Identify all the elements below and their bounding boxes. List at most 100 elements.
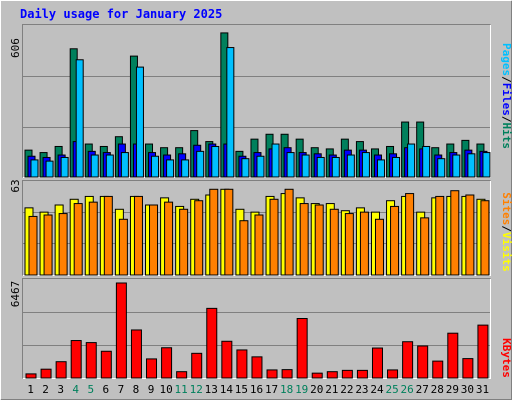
panel-1-frame-dark <box>22 24 491 178</box>
pages-bar-day-7 <box>120 152 129 178</box>
pages-bar-day-3 <box>60 156 69 178</box>
kbytes-bar-day-16 <box>251 356 263 379</box>
sites-bar-day-28 <box>435 195 445 276</box>
sites-bar-day-30 <box>465 194 475 276</box>
kbytes-bar-day-28 <box>432 360 444 379</box>
pages-bar-day-8 <box>135 66 144 178</box>
sites-bar-day-3 <box>58 213 68 276</box>
pages-bar-day-29 <box>452 154 461 178</box>
sites-bar-day-4 <box>73 203 83 276</box>
kbytes-bar-day-6 <box>100 350 112 379</box>
day-label-3: 3 <box>57 383 64 396</box>
legend-sites: Sites <box>500 192 512 225</box>
day-label-29: 29 <box>446 383 459 396</box>
kbytes-bar-day-15 <box>236 349 248 379</box>
sites-bar-day-26 <box>405 193 415 276</box>
kbytes-bar-day-12 <box>191 352 203 379</box>
day-label-30: 30 <box>461 383 474 396</box>
sites-bar-day-5 <box>88 201 98 276</box>
sites-bar-day-19 <box>299 203 309 276</box>
kbytes-bar-day-2 <box>40 368 52 379</box>
pages-bar-day-23 <box>361 152 370 178</box>
kbytes-bar-day-24 <box>371 347 383 379</box>
kbytes-bar-day-17 <box>266 369 278 379</box>
kbytes-bar-day-1 <box>25 373 37 379</box>
legend-sep-2: / <box>500 116 512 123</box>
sites-bar-day-24 <box>374 218 384 276</box>
sites-bar-day-18 <box>284 188 294 276</box>
sites-bar-day-23 <box>359 211 369 276</box>
day-label-25: 25 <box>385 383 398 396</box>
pages-bar-day-30 <box>467 153 476 178</box>
sites-bar-day-31 <box>480 200 490 276</box>
pages-bar-day-18 <box>286 152 295 178</box>
kbytes-bar-day-5 <box>85 342 97 379</box>
day-label-11: 11 <box>175 383 188 396</box>
day-label-4: 4 <box>72 383 79 396</box>
day-label-23: 23 <box>355 383 368 396</box>
legend-files: Files <box>500 83 512 116</box>
day-label-31: 31 <box>476 383 489 396</box>
day-label-17: 17 <box>265 383 278 396</box>
day-label-24: 24 <box>370 383 384 396</box>
panel3-ymax-label: 6467 <box>9 281 22 308</box>
day-labels: 1 2 3 4 5 6 7 8 9 10 11 12 13 14 15 16 17 18 19 20 21 22 23 24 2… <box>27 383 489 396</box>
kbytes-bar-day-8 <box>130 329 142 379</box>
day-label-12: 12 <box>190 383 203 396</box>
kbytes-bar-day-9 <box>146 358 158 379</box>
kbytes-bar-day-20 <box>311 372 323 379</box>
pages-bar-day-17 <box>271 143 280 178</box>
day-label-1: 1 <box>27 383 34 396</box>
day-label-22: 22 <box>340 383 353 396</box>
pages-bar-day-26 <box>407 143 416 178</box>
day-label-28: 28 <box>431 383 444 396</box>
sites-bar-day-1 <box>28 215 38 276</box>
pages-bar-day-11 <box>181 159 190 178</box>
day-label-16: 16 <box>250 383 263 396</box>
day-label-20: 20 <box>310 383 323 396</box>
sites-bar-day-11 <box>179 208 189 276</box>
sites-bar-day-17 <box>269 198 279 276</box>
kbytes-bar-day-27 <box>417 345 429 379</box>
sites-bar-day-12 <box>194 200 204 276</box>
day-label-21: 21 <box>325 383 338 396</box>
pages-bar-day-20 <box>316 156 325 178</box>
sites-bar-day-6 <box>103 195 113 276</box>
day-label-5: 5 <box>87 383 94 396</box>
pages-bar-day-31 <box>482 152 491 178</box>
sites-bar-day-7 <box>118 218 128 276</box>
kbytes-bar-day-11 <box>176 371 188 379</box>
sites-bar-day-2 <box>43 214 53 276</box>
sites-bar-day-27 <box>420 217 430 276</box>
legend-visits: Visits <box>500 232 512 272</box>
sites-bar-day-25 <box>390 205 400 276</box>
day-label-9: 9 <box>148 383 155 396</box>
day-label-10: 10 <box>159 383 172 396</box>
legend-sep-3: / <box>500 225 512 232</box>
legend-hits: Hits <box>500 123 512 150</box>
day-label-26: 26 <box>401 383 414 396</box>
kbytes-bar-day-10 <box>161 347 173 379</box>
pages-bar-day-22 <box>346 154 355 178</box>
sites-bar-day-29 <box>450 190 460 276</box>
kbytes-bar-day-30 <box>462 358 474 379</box>
pages-bar-day-16 <box>256 155 265 178</box>
kbytes-bar-day-23 <box>356 369 368 379</box>
kbytes-bar-day-26 <box>402 341 414 379</box>
day-label-27: 27 <box>416 383 429 396</box>
panel-2-frame-dark <box>22 180 491 276</box>
sites-bar-day-15 <box>239 220 249 276</box>
kbytes-bar-day-29 <box>447 332 459 379</box>
kbytes-bar-day-3 <box>55 361 67 379</box>
sites-bar-day-16 <box>254 214 264 276</box>
pages-bar-day-21 <box>331 156 340 178</box>
sites-bar-day-20 <box>314 204 324 276</box>
pages-bar-day-1 <box>30 159 39 178</box>
kbytes-bar-day-21 <box>326 371 338 379</box>
pages-bar-day-24 <box>376 159 385 178</box>
kbytes-bar-day-25 <box>387 369 399 379</box>
kbytes-bar-day-31 <box>477 324 489 379</box>
chart-title: Daily usage for January 2025 <box>20 7 222 21</box>
legend-pages: Pages <box>500 43 512 76</box>
